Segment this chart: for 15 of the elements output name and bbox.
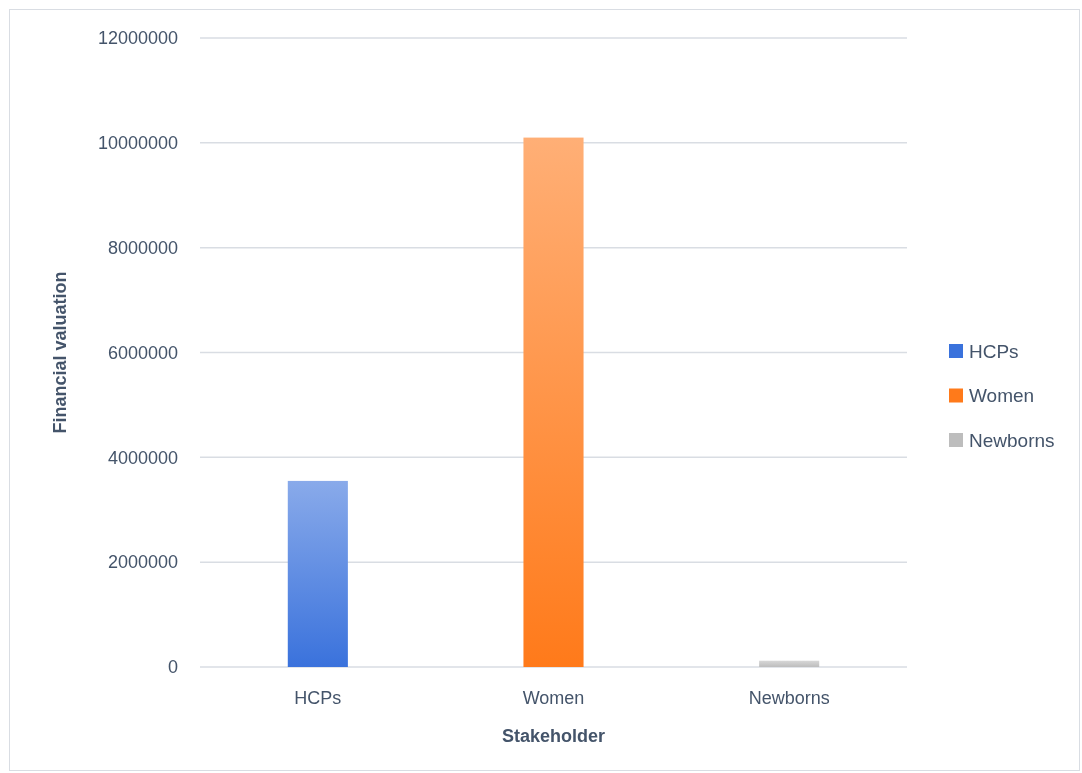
y-tick-label: 10000000 (97, 133, 178, 154)
y-axis-title: Financial valuation (50, 271, 71, 434)
x-tick-label: HCPs (294, 688, 342, 709)
y-tick-label: 0 (167, 657, 178, 678)
y-tick-label: 2000000 (107, 552, 178, 573)
y-tick-label: 6000000 (107, 342, 178, 363)
y-tick-label: 8000000 (107, 237, 178, 258)
y-tick-label: 4000000 (107, 447, 178, 468)
x-axis-title: Stakeholder (501, 726, 606, 747)
x-tick-label: Women (522, 688, 585, 709)
legend-label: Women (969, 385, 1035, 407)
x-tick-label: Newborns (748, 688, 830, 709)
y-tick-label: 12000000 (97, 28, 178, 49)
legend-label: Newborns (969, 429, 1055, 451)
legend-label: HCPs (969, 340, 1019, 362)
